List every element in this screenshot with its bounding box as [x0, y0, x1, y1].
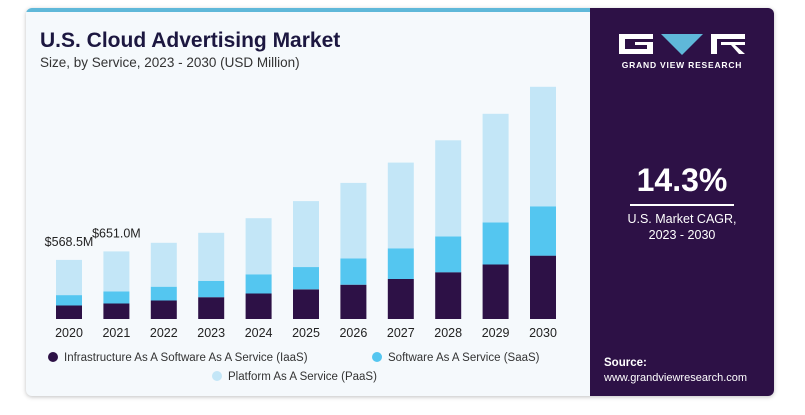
chart-subtitle: Size, by Service, 2023 - 2030 (USD Milli…: [40, 55, 300, 70]
bar-paas-2023: [198, 232, 225, 281]
bar-saas-2028: [435, 236, 462, 273]
legend-label-saas: Software As A Service (SaaS): [388, 352, 540, 364]
data-labels: $568.5M$651.0M: [45, 226, 141, 249]
bar-iaas-2023: [198, 297, 225, 319]
bar-paas-2028: [435, 140, 462, 237]
legend-label-iaas: Infrastructure As A Software As A Servic…: [64, 352, 308, 364]
bar-iaas-2020: [56, 305, 82, 319]
bar-saas-2030: [530, 206, 556, 256]
bar-paas-2021: [103, 251, 130, 292]
bar-paas-2029: [482, 113, 509, 223]
chart-card: U.S. Cloud Advertising Market Size, by S…: [26, 8, 774, 396]
stacked-bar-chart: 2020 2021 2022 2023 2024 2025 2026 2027 2028 2029…: [45, 86, 557, 383]
bar-saas-2020: [56, 295, 82, 306]
x-axis-ticks: 2020 2021 2022 2023 2024 2025 2026 2027 2028 2029…: [55, 326, 557, 340]
source-link[interactable]: www.grandviewresearch.com: [604, 372, 748, 384]
legend-label-paas: Platform As A Service (PaaS): [228, 371, 377, 383]
x-tick-2024: 2024: [245, 326, 273, 340]
cagr-label: U.S. Market CAGR, 2023 - 2030: [590, 211, 774, 243]
bar-paas-2030: [530, 86, 556, 207]
legend: Infrastructure As A Software As A Servic…: [48, 352, 540, 383]
brand-name: GRAND VIEW RESEARCH: [621, 60, 743, 70]
cagr-label-line2: 2023 - 2030: [648, 228, 716, 242]
bar-saas-2025: [293, 267, 319, 290]
data-label-2020: $568.5M: [45, 235, 94, 249]
bar-saas-2023: [198, 280, 225, 298]
bar-paas-2027: [387, 162, 414, 249]
x-tick-2020: 2020: [55, 326, 83, 340]
x-tick-2022: 2022: [150, 326, 178, 340]
bar-paas-2020: [56, 259, 82, 296]
bar-saas-2022: [150, 286, 177, 301]
bar-paas-2022: [150, 242, 177, 287]
legend-marker-paas: [212, 371, 222, 381]
legend-marker-iaas: [48, 352, 58, 362]
grand-view-research-logo: [619, 34, 745, 55]
cagr-divider: [630, 204, 734, 206]
chart-title: U.S. Cloud Advertising Market: [40, 29, 341, 52]
legend-marker-saas: [372, 352, 382, 362]
bar-iaas-2026: [340, 284, 367, 319]
bar-saas-2029: [482, 222, 509, 265]
bar-iaas-2027: [387, 279, 414, 319]
data-label-2021: $651.0M: [92, 226, 141, 240]
x-tick-2023: 2023: [197, 326, 225, 340]
x-tick-2021: 2021: [102, 326, 130, 340]
x-tick-2029: 2029: [482, 326, 510, 340]
bar-saas-2021: [103, 291, 130, 304]
sidebar-panel: GRAND VIEW RESEARCH 14.3% U.S. Market CA…: [590, 8, 774, 396]
bar-paas-2025: [293, 201, 319, 268]
x-tick-2025: 2025: [292, 326, 320, 340]
x-tick-2026: 2026: [339, 326, 367, 340]
x-tick-2027: 2027: [387, 326, 415, 340]
bar-iaas-2030: [530, 255, 556, 319]
cagr-value: 14.3%: [636, 162, 728, 198]
bar-iaas-2029: [482, 264, 509, 319]
bar-iaas-2024: [245, 293, 272, 319]
bar-saas-2026: [340, 258, 367, 285]
bar-saas-2024: [245, 274, 272, 294]
bar-paas-2024: [245, 218, 272, 275]
bar-saas-2027: [387, 248, 414, 279]
bar-iaas-2025: [293, 289, 319, 319]
bar-iaas-2028: [435, 272, 462, 319]
bar-iaas-2022: [150, 300, 177, 319]
bars-group: [56, 86, 556, 319]
bar-paas-2026: [340, 182, 367, 259]
accent-bar: [26, 8, 590, 12]
bar-iaas-2021: [103, 303, 130, 319]
x-tick-2030: 2030: [529, 326, 557, 340]
cagr-label-line1: U.S. Market CAGR,: [627, 212, 737, 226]
x-tick-2028: 2028: [434, 326, 462, 340]
source-label: Source:: [604, 357, 647, 369]
